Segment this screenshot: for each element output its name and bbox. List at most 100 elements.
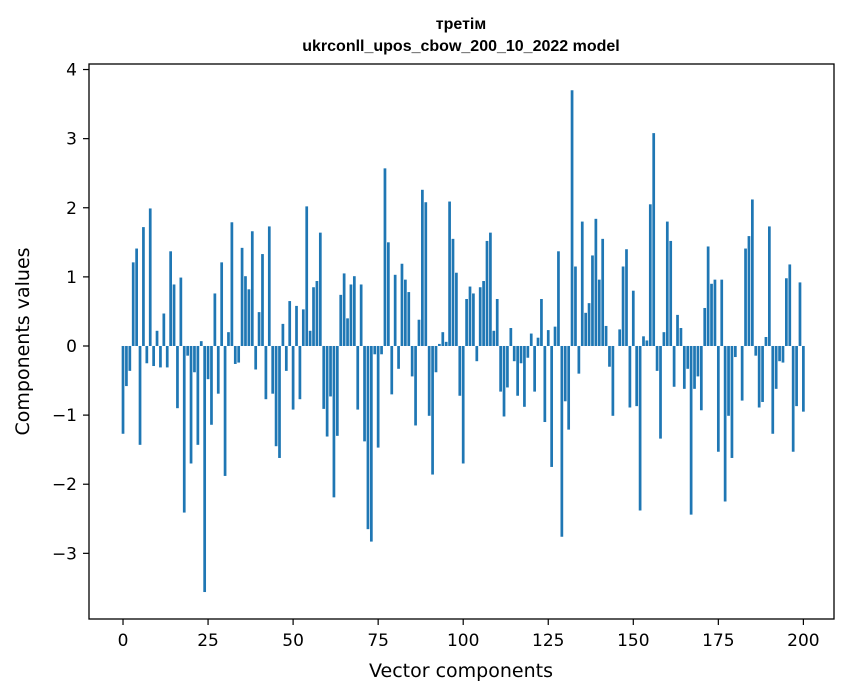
bar-22 xyxy=(196,345,200,445)
bar-72 xyxy=(366,345,370,530)
bar-122 xyxy=(536,337,540,346)
bar-100 xyxy=(461,345,465,464)
bar-186 xyxy=(754,345,758,356)
bar-196 xyxy=(788,264,792,346)
bar-188 xyxy=(761,345,764,402)
bar-105 xyxy=(478,287,482,346)
bar-144 xyxy=(611,345,615,416)
bar-0 xyxy=(121,345,125,434)
bar-1 xyxy=(125,345,128,387)
bar-141 xyxy=(601,238,605,346)
y-tick-label: 0 xyxy=(66,337,77,357)
bar-45 xyxy=(274,345,278,447)
y-tick-label: −3 xyxy=(52,544,77,564)
bar-36 xyxy=(244,276,247,346)
x-tick-label: 50 xyxy=(282,631,304,651)
y-tick-label: −2 xyxy=(52,475,77,495)
bar-197 xyxy=(791,345,795,452)
bar-8 xyxy=(148,208,152,346)
bar-179 xyxy=(730,345,734,458)
bar-117 xyxy=(519,345,523,364)
bar-17 xyxy=(179,277,183,346)
bar-148 xyxy=(625,249,628,346)
bar-10 xyxy=(155,330,159,346)
bar-165 xyxy=(682,345,686,389)
bar-195 xyxy=(785,278,788,346)
chart-subtitle: ukrconll_upos_cbow_200_10_2022 model xyxy=(302,38,619,55)
bar-46 xyxy=(278,345,281,458)
bar-66 xyxy=(346,318,349,346)
bar-14 xyxy=(169,251,172,346)
bars-group xyxy=(121,90,805,593)
bar-51 xyxy=(295,305,298,346)
y-tick-label: 3 xyxy=(66,130,77,150)
bar-194 xyxy=(781,345,785,363)
y-tick-label: 1 xyxy=(66,268,77,288)
bar-35 xyxy=(240,247,244,346)
bar-154 xyxy=(645,340,649,346)
x-axis-label: Vector components xyxy=(369,660,553,682)
bar-37 xyxy=(247,289,251,346)
bar-64 xyxy=(339,294,343,346)
bar-171 xyxy=(703,307,707,346)
bar-29 xyxy=(220,262,224,346)
bar-118 xyxy=(523,345,526,407)
bar-151 xyxy=(635,345,639,407)
x-tick-label: 100 xyxy=(447,631,479,651)
bar-53 xyxy=(301,309,305,346)
bar-27 xyxy=(213,293,217,346)
bar-42 xyxy=(264,345,268,400)
bar-65 xyxy=(342,273,346,346)
bar-12 xyxy=(162,313,166,346)
bar-101 xyxy=(465,298,468,346)
bar-107 xyxy=(485,240,489,346)
bar-94 xyxy=(441,332,445,346)
bar-152 xyxy=(638,345,642,511)
bar-21 xyxy=(193,345,196,373)
bar-162 xyxy=(672,345,676,387)
bar-71 xyxy=(363,345,366,442)
bar-47 xyxy=(281,323,285,346)
bar-131 xyxy=(567,345,571,430)
bar-158 xyxy=(659,345,662,439)
bar-39 xyxy=(254,345,258,370)
bar-96 xyxy=(448,201,451,346)
bar-185 xyxy=(751,199,754,346)
bar-99 xyxy=(458,345,462,396)
bar-184 xyxy=(747,236,751,346)
bar-19 xyxy=(186,345,190,356)
bar-124 xyxy=(543,345,547,423)
bar-62 xyxy=(332,345,336,498)
x-tick-label: 25 xyxy=(197,631,219,651)
bar-69 xyxy=(356,345,360,410)
bar-97 xyxy=(451,238,455,346)
bar-26 xyxy=(210,345,213,425)
bar-76 xyxy=(380,345,383,355)
bar-127 xyxy=(553,326,557,346)
bar-80 xyxy=(393,274,397,346)
bar-182 xyxy=(740,345,744,401)
bar-193 xyxy=(778,345,781,362)
bar-30 xyxy=(223,345,227,476)
bar-164 xyxy=(679,328,683,346)
bar-34 xyxy=(237,345,241,363)
bar-147 xyxy=(621,266,625,346)
bar-23 xyxy=(199,341,203,346)
x-tick-label: 150 xyxy=(617,631,649,651)
bar-38 xyxy=(250,231,254,346)
bar-9 xyxy=(152,345,155,367)
bar-32 xyxy=(230,222,234,346)
x-tick-label: 125 xyxy=(532,631,564,651)
bar-116 xyxy=(516,345,519,396)
bar-98 xyxy=(455,272,458,346)
bar-114 xyxy=(509,328,513,346)
bar-54 xyxy=(305,206,309,346)
bar-67 xyxy=(349,284,353,346)
bar-189 xyxy=(764,337,768,346)
bar-109 xyxy=(492,330,496,346)
bar-119 xyxy=(526,345,530,358)
bar-177 xyxy=(723,345,727,502)
bar-13 xyxy=(165,345,169,368)
